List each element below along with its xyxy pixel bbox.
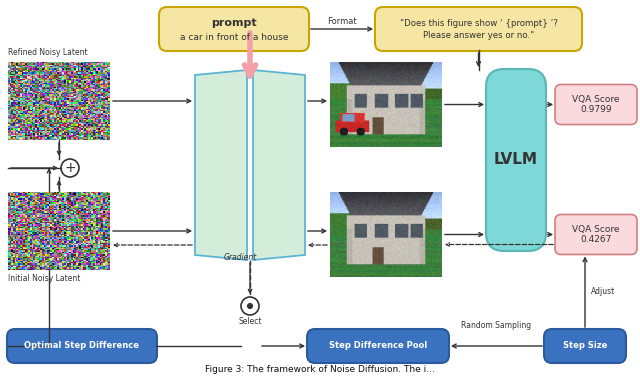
FancyBboxPatch shape [7, 329, 157, 363]
Text: Refined Noisy Latent: Refined Noisy Latent [8, 48, 88, 57]
Text: Step Size: Step Size [563, 341, 607, 351]
Circle shape [241, 297, 259, 315]
Text: Initial Noisy Latent: Initial Noisy Latent [8, 274, 81, 283]
Polygon shape [195, 70, 247, 260]
Text: LVLM: LVLM [494, 152, 538, 168]
Text: Step Difference Pool: Step Difference Pool [329, 341, 427, 351]
Text: Figure 3: The framework of Noise Diffusion. The i...: Figure 3: The framework of Noise Diffusi… [205, 365, 435, 374]
Text: Optimal Step Difference: Optimal Step Difference [24, 341, 140, 351]
FancyBboxPatch shape [307, 329, 449, 363]
FancyBboxPatch shape [486, 69, 546, 251]
Text: VQA Score
0.4267: VQA Score 0.4267 [572, 225, 620, 244]
FancyBboxPatch shape [544, 329, 626, 363]
Text: Random Sampling: Random Sampling [461, 321, 532, 329]
Text: VQA Score
0.9799: VQA Score 0.9799 [572, 95, 620, 114]
Text: Select: Select [238, 318, 262, 326]
Text: a car in front of a house: a car in front of a house [180, 33, 288, 42]
Text: prompt: prompt [211, 18, 257, 28]
Text: Adjust: Adjust [591, 287, 615, 296]
Text: +: + [64, 161, 76, 175]
FancyBboxPatch shape [375, 7, 582, 51]
FancyBboxPatch shape [555, 215, 637, 255]
Text: Format: Format [327, 17, 357, 25]
FancyBboxPatch shape [159, 7, 309, 51]
Polygon shape [253, 70, 305, 260]
FancyBboxPatch shape [555, 85, 637, 124]
Text: Gradient: Gradient [223, 252, 257, 262]
Text: "Does this figure show ‘ {prompt} ’?: "Does this figure show ‘ {prompt} ’? [399, 19, 557, 28]
Text: Please answer yes or no.": Please answer yes or no." [423, 31, 534, 41]
Circle shape [248, 304, 253, 309]
